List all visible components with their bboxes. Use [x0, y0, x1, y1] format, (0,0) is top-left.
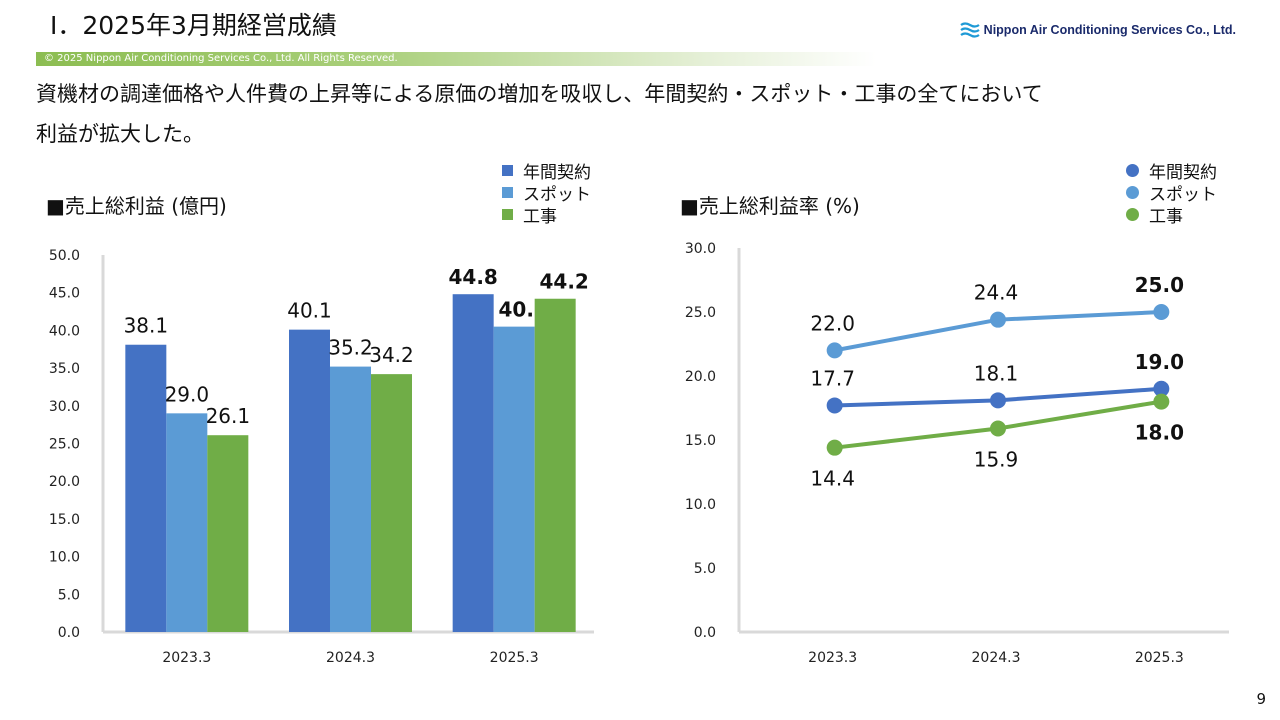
bar-annual [289, 329, 330, 632]
bar-legend-item-spot: スポット [502, 181, 591, 205]
bar-legend-swatch-construction [502, 208, 513, 220]
line-chart-title: ■売上総利益率 (%) [680, 194, 860, 218]
line-legend-swatch-construction [1126, 207, 1139, 221]
line-legend-swatch-annual [1126, 163, 1139, 177]
headline: 資機材の調達価格や人件費の上昇等による原価の増加を吸収し、年間契約・スポット・工… [36, 74, 1236, 154]
y-tick-label: 15.0 [685, 433, 716, 449]
x-tick-label: 2024.3 [972, 650, 1021, 666]
line-legend-item-spot: スポット [1126, 181, 1217, 205]
point-annual [990, 392, 1006, 409]
line-chart-legend: 年間契約 スポット 工事 [1126, 159, 1217, 227]
headline-line-2: 利益が拡大した。 [36, 122, 204, 146]
y-tick-label: 30.0 [685, 241, 716, 257]
data-label-spot: 24.4 [974, 281, 1019, 305]
bar-construction [207, 435, 249, 632]
y-tick-label: 20.0 [49, 474, 80, 490]
y-tick-label: 0.0 [694, 625, 716, 641]
page-number: 9 [1256, 690, 1266, 708]
data-label-construction: 18.0 [1135, 421, 1184, 445]
point-annual [826, 397, 843, 414]
data-label-annual: 38.1 [124, 314, 169, 338]
line-legend-label-spot: スポット [1149, 184, 1217, 205]
bar-legend-label-spot: スポット [523, 184, 591, 205]
point-annual [1153, 380, 1170, 397]
data-label-spot: 22.0 [810, 311, 855, 335]
point-construction [1153, 393, 1170, 410]
y-tick-label: 35.0 [49, 361, 80, 377]
bar-spot [493, 326, 535, 632]
y-tick-label: 45.0 [49, 286, 80, 302]
point-construction [990, 420, 1006, 437]
y-tick-label: 0.0 [58, 625, 80, 641]
line-legend-item-construction: 工事 [1126, 203, 1217, 227]
company-logo: Nippon Air Conditioning Services Co., Lt… [960, 20, 1236, 40]
line-legend-item-annual: 年間契約 [1126, 159, 1217, 183]
x-tick-label: 2023.3 [162, 650, 211, 666]
y-tick-label: 10.0 [49, 550, 80, 566]
data-label-annual: 19.0 [1135, 350, 1184, 374]
bar-chart: 0.0 5.0 10.0 15.0 20.0 25.0 30.0 35.0 40.0 45.0 50… [49, 248, 594, 666]
copyright-text: © 2025 Nippon Air Conditioning Services … [44, 53, 398, 64]
x-tick-label: 2025.3 [1135, 650, 1184, 666]
bar-spot [330, 366, 371, 632]
point-construction [826, 439, 843, 456]
y-tick-label: 50.0 [49, 248, 80, 264]
wave-logo-icon [960, 22, 980, 38]
y-tick-label: 25.0 [685, 305, 716, 321]
data-label-spot: 35.2 [328, 336, 373, 360]
line-legend-label-construction: 工事 [1149, 206, 1183, 227]
y-tick-label: 20.0 [685, 369, 716, 385]
data-label-construction: 15.9 [974, 447, 1019, 471]
headline-line-1: 資機材の調達価格や人件費の上昇等による原価の増加を吸収し、年間契約・スポット・工… [36, 82, 1043, 106]
data-label-construction: 26.1 [206, 404, 251, 428]
y-tick-label: 15.0 [49, 512, 80, 528]
data-label-annual: 18.1 [974, 361, 1019, 385]
data-label-annual: 17.7 [810, 366, 855, 390]
x-tick-label: 2024.3 [326, 650, 375, 666]
data-label-construction: 34.2 [369, 343, 414, 367]
bar-legend-swatch-spot [502, 186, 513, 198]
y-tick-label: 5.0 [58, 587, 80, 603]
bar-legend-swatch-annual [502, 164, 513, 176]
page-title: Ⅰ．2025年3月期経営成績 [50, 11, 337, 40]
data-label-spot: 29.0 [165, 382, 210, 406]
bar-chart-title: ■売上総利益 (億円) [46, 194, 227, 218]
y-tick-label: 10.0 [685, 497, 716, 513]
point-spot [990, 311, 1006, 328]
x-tick-label: 2023.3 [808, 650, 857, 666]
bar-annual [452, 294, 494, 632]
company-name: Nippon Air Conditioning Services Co., Lt… [983, 23, 1236, 37]
bar-construction [534, 298, 576, 632]
line-legend-label-annual: 年間契約 [1149, 162, 1217, 183]
data-label-annual: 40.1 [287, 299, 332, 323]
y-tick-label: 40.0 [49, 323, 80, 339]
bar-spot [166, 413, 208, 632]
data-label-annual: 44.8 [448, 265, 497, 289]
x-tick-label: 2025.3 [490, 650, 539, 666]
y-tick-label: 30.0 [49, 399, 80, 415]
line-legend-swatch-spot [1126, 185, 1139, 199]
data-label-spot: 25.0 [1135, 273, 1184, 297]
bar-legend-item-construction: 工事 [502, 203, 591, 227]
data-label-construction: 44.2 [539, 270, 588, 294]
bar-construction [371, 374, 412, 632]
line-chart: 0.0 5.0 10.0 15.0 20.0 25.0 30.0 2023.3 2024.3 20… [685, 241, 1229, 666]
copyright-banner [36, 52, 876, 66]
bar-chart-legend: 年間契約 スポット 工事 [502, 159, 591, 227]
bar-legend-label-construction: 工事 [523, 206, 557, 227]
y-tick-label: 5.0 [694, 561, 716, 577]
point-spot [826, 342, 843, 359]
bar-legend-label-annual: 年間契約 [523, 162, 591, 183]
bar-legend-item-annual: 年間契約 [502, 159, 591, 183]
y-tick-label: 25.0 [49, 437, 80, 453]
data-label-construction: 14.4 [810, 467, 855, 491]
bar-annual [125, 344, 167, 632]
point-spot [1153, 304, 1170, 320]
